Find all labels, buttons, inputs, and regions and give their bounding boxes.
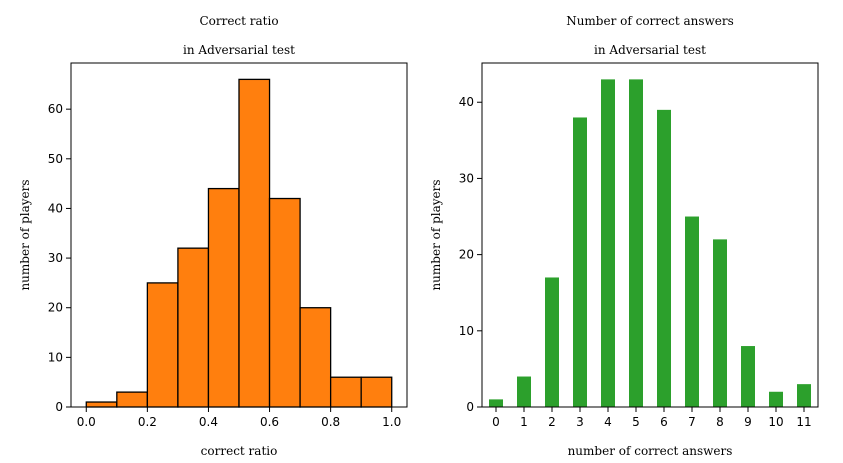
bar bbox=[329, 376, 362, 408]
bar bbox=[517, 376, 531, 407]
x-tick-label: 9 bbox=[744, 415, 752, 429]
chart-title: in Adversarial test bbox=[183, 43, 295, 57]
x-tick-label: 10 bbox=[768, 415, 783, 429]
bar bbox=[146, 282, 179, 408]
x-axis-label: number of correct answers bbox=[568, 444, 733, 458]
y-tick-label: 30 bbox=[459, 171, 474, 185]
axes-frame bbox=[70, 62, 408, 408]
bar bbox=[769, 391, 783, 407]
x-tick-label: 2 bbox=[548, 415, 556, 429]
y-tick-label: 40 bbox=[48, 201, 63, 215]
y-tick-label: 10 bbox=[459, 324, 474, 338]
axes-frame bbox=[481, 62, 819, 408]
x-axis-label: correct ratio bbox=[201, 444, 278, 458]
bar bbox=[713, 239, 727, 407]
x-tick-label: 7 bbox=[688, 415, 696, 429]
chart-title: Correct ratio bbox=[199, 14, 278, 28]
bar bbox=[238, 78, 271, 408]
bar bbox=[299, 307, 332, 408]
x-tick-label: 0.2 bbox=[138, 415, 157, 429]
y-tick-label: 50 bbox=[48, 152, 63, 166]
y-tick-label: 20 bbox=[459, 248, 474, 262]
y-tick-label: 20 bbox=[48, 301, 63, 315]
bar bbox=[601, 79, 615, 407]
y-tick-label: 10 bbox=[48, 350, 63, 364]
x-tick-label: 1.0 bbox=[382, 415, 401, 429]
bar bbox=[685, 216, 699, 407]
x-tick-label: 0.6 bbox=[260, 415, 279, 429]
x-tick-label: 4 bbox=[604, 415, 612, 429]
x-tick-label: 11 bbox=[796, 415, 811, 429]
bar bbox=[360, 376, 393, 408]
bar bbox=[573, 117, 587, 407]
y-tick-label: 60 bbox=[48, 102, 63, 116]
y-axis-label: number of players bbox=[18, 179, 32, 290]
bar bbox=[741, 346, 755, 407]
x-tick-label: 1 bbox=[520, 415, 528, 429]
x-tick-label: 0.4 bbox=[199, 415, 218, 429]
x-tick-label: 5 bbox=[632, 415, 640, 429]
y-tick-label: 30 bbox=[48, 251, 63, 265]
bar bbox=[545, 277, 559, 407]
bar bbox=[797, 384, 811, 407]
x-tick-label: 0.8 bbox=[321, 415, 340, 429]
x-tick-label: 0 bbox=[492, 415, 500, 429]
chart-title: Number of correct answers bbox=[566, 14, 734, 28]
x-tick-label: 3 bbox=[576, 415, 584, 429]
bar bbox=[657, 109, 671, 407]
bar bbox=[489, 399, 503, 407]
y-tick-label: 0 bbox=[55, 400, 63, 414]
bar bbox=[268, 197, 301, 408]
bar bbox=[207, 187, 240, 408]
bar bbox=[116, 391, 149, 408]
y-axis-label: number of players bbox=[429, 179, 443, 290]
x-tick-label: 6 bbox=[660, 415, 668, 429]
x-tick-label: 8 bbox=[716, 415, 724, 429]
y-tick-label: 40 bbox=[459, 95, 474, 109]
x-tick-label: 0.0 bbox=[77, 415, 96, 429]
bar bbox=[177, 247, 210, 408]
bar bbox=[629, 79, 643, 407]
chart-title: in Adversarial test bbox=[594, 43, 706, 57]
y-tick-label: 0 bbox=[466, 400, 474, 414]
bar bbox=[85, 401, 118, 408]
